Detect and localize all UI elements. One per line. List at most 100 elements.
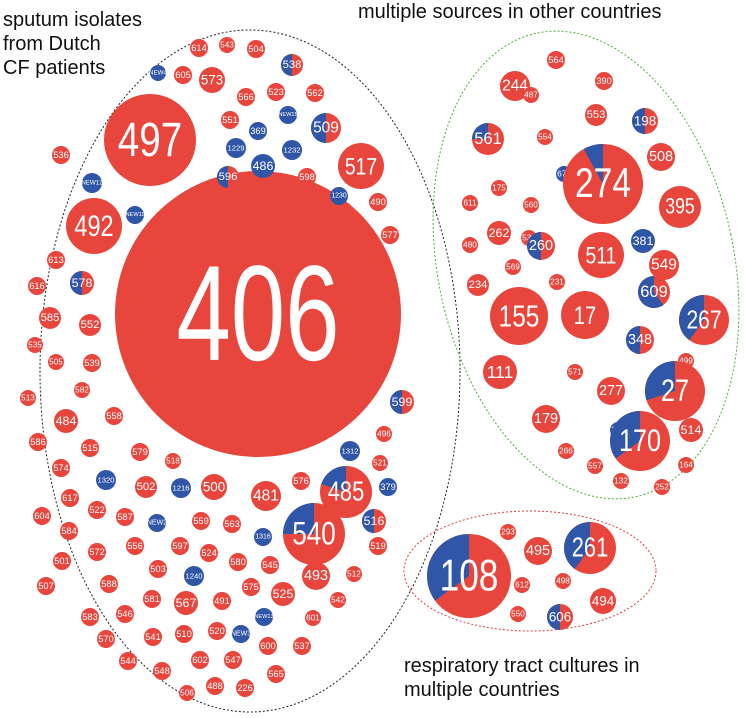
bubble-blue-share bbox=[626, 326, 640, 354]
bubble-disc bbox=[200, 544, 218, 562]
bubble-disc bbox=[330, 187, 348, 205]
bubble-label: 1312 bbox=[341, 447, 358, 456]
bubble-label: 390 bbox=[596, 76, 612, 86]
bubble-disc bbox=[259, 637, 277, 655]
bubble-label: 562 bbox=[307, 88, 323, 98]
bubble-label: 569 bbox=[506, 263, 520, 272]
bubble-label: 1216 bbox=[172, 484, 189, 493]
bubble-disc bbox=[514, 577, 530, 593]
bubble-label: 111 bbox=[487, 362, 514, 382]
bubble-disc bbox=[578, 232, 624, 278]
bubble-label: 525 bbox=[273, 587, 294, 601]
bubble-label: 553 bbox=[587, 109, 606, 121]
bubble-558: 558 bbox=[105, 407, 123, 425]
bubble-274: 274 bbox=[563, 144, 643, 224]
bubble-155: 155 bbox=[490, 287, 548, 345]
bubble-493: 493 bbox=[302, 562, 330, 590]
bubble-label: 671 bbox=[557, 170, 571, 179]
bubble-498: 498 bbox=[555, 573, 571, 589]
bubble-277: 277 bbox=[597, 377, 625, 405]
bubble-565: 565 bbox=[267, 665, 285, 683]
bubble-disc bbox=[678, 457, 694, 473]
bubble-disc bbox=[587, 458, 603, 474]
bubble-disc bbox=[97, 630, 115, 648]
bubble-label: 552 bbox=[81, 319, 100, 331]
bubble-label: 574 bbox=[53, 463, 69, 473]
bubble-label: 234 bbox=[469, 279, 488, 291]
bubble-disc bbox=[39, 307, 61, 329]
bubble-disc bbox=[171, 478, 191, 498]
bubble-label: 164 bbox=[679, 461, 693, 470]
bubble-disc bbox=[595, 72, 613, 90]
bubble-508: 508 bbox=[647, 143, 675, 171]
bubble-label: NEW12 bbox=[81, 180, 103, 187]
bubble-406: 406 bbox=[115, 171, 401, 457]
bubble-label: 539 bbox=[84, 358, 100, 368]
bubble-606: 606 bbox=[547, 604, 573, 630]
bubble-disc bbox=[462, 195, 478, 211]
bubble-label: 486 bbox=[253, 159, 274, 173]
bubble-567: 567 bbox=[174, 591, 198, 615]
bubble-231: 231 bbox=[549, 274, 565, 290]
bubble-disc bbox=[52, 459, 70, 477]
bubble-label: 514 bbox=[681, 423, 702, 437]
bubble-disc bbox=[148, 514, 166, 532]
bubble-label: 547 bbox=[225, 655, 241, 665]
bubble-disc bbox=[153, 662, 171, 680]
bubble-614: 614 bbox=[190, 39, 208, 57]
bubble-546: 546 bbox=[116, 605, 134, 623]
bubble-599: 599 bbox=[390, 390, 414, 414]
bubble-label: 523 bbox=[268, 87, 284, 97]
bubble-blue-share bbox=[472, 123, 488, 139]
bubble-label: 558 bbox=[106, 411, 122, 421]
bubble-label: 564 bbox=[548, 55, 564, 65]
bubble-disc bbox=[61, 489, 79, 507]
bubble-1312: 1312 bbox=[340, 441, 360, 461]
bubble-NEW4: NEW4 bbox=[149, 65, 167, 81]
bubble-500: 500 bbox=[201, 474, 227, 500]
bubble-label: 516 bbox=[364, 514, 385, 528]
bubble-label: 601 bbox=[306, 614, 320, 623]
bubble-disc bbox=[20, 390, 36, 406]
bubble-label: 497 bbox=[118, 113, 182, 167]
bubble-label: 559 bbox=[193, 516, 209, 526]
bubble-NEW11: NEW11 bbox=[126, 206, 144, 224]
bubble-1232: 1232 bbox=[282, 140, 302, 160]
bubble-label: 577 bbox=[382, 230, 398, 240]
bubble-label: 17 bbox=[574, 301, 596, 330]
bubble-label: 585 bbox=[41, 312, 60, 324]
bubble-label: 226 bbox=[237, 683, 253, 693]
bubble-label: 260 bbox=[529, 238, 553, 254]
bubble-550: 550 bbox=[510, 606, 526, 622]
bubble-label: 231 bbox=[550, 278, 564, 287]
bubble-disc bbox=[47, 251, 65, 269]
bubble-588: 588 bbox=[100, 575, 118, 593]
cf-group-title: sputum isolates from Dutch CF patients bbox=[3, 9, 142, 79]
bubble-501: 501 bbox=[53, 552, 71, 570]
bubble-label: 179 bbox=[534, 411, 558, 427]
bubble-27: 27 bbox=[645, 361, 705, 421]
bubble-label: 570 bbox=[98, 634, 114, 644]
bubble-label: 563 bbox=[224, 519, 240, 529]
bubble-1240: 1240 bbox=[184, 566, 204, 586]
bubble-580: 580 bbox=[229, 553, 247, 571]
bubble-disc bbox=[467, 274, 489, 296]
bubble-198: 198 bbox=[632, 108, 658, 134]
bubble-522: 522 bbox=[88, 501, 106, 519]
bubble-label: NEW3 bbox=[231, 631, 251, 638]
bubble-label: 490 bbox=[370, 197, 386, 207]
bubble-disc bbox=[184, 566, 204, 586]
bubble-175: 175 bbox=[491, 180, 507, 196]
bubble-label: 561 bbox=[474, 130, 502, 148]
bubble-label: 580 bbox=[230, 557, 246, 567]
bubble-label: 617 bbox=[62, 493, 78, 503]
bubble-label: 581 bbox=[144, 594, 160, 604]
bubble-label: NEW4 bbox=[149, 70, 167, 77]
bubble-label: NEW15 bbox=[278, 112, 297, 118]
bubble-label: 546 bbox=[117, 609, 133, 619]
bubble-541: 541 bbox=[144, 628, 162, 646]
bubble-disc bbox=[208, 622, 226, 640]
bubble-disc bbox=[271, 582, 295, 606]
bubble-disc bbox=[126, 537, 144, 555]
bubble-label: 1229 bbox=[227, 144, 244, 153]
